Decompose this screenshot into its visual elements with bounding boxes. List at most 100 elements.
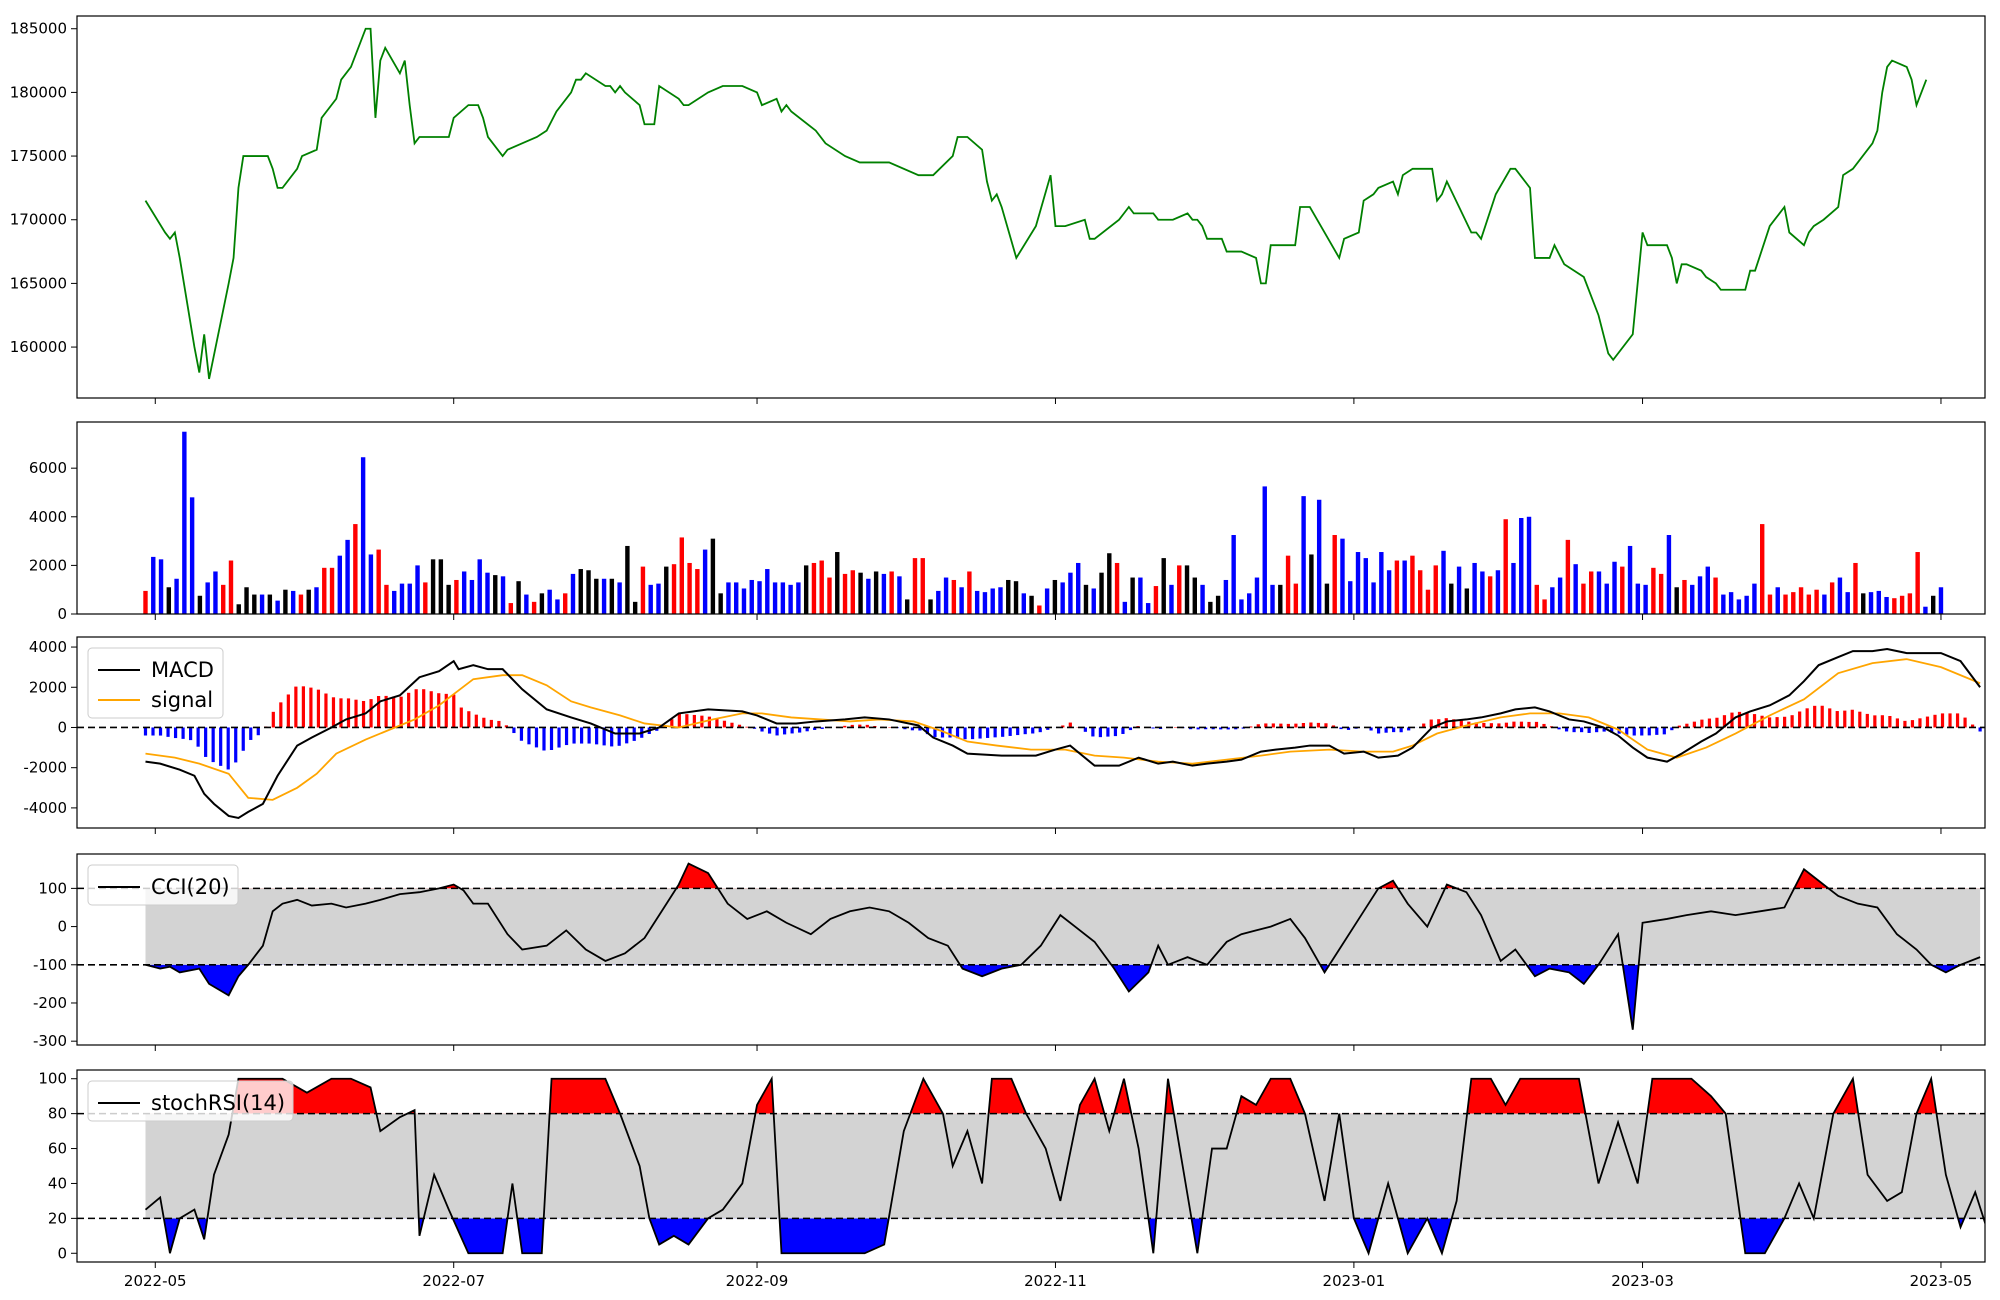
macd-histogram-bar — [1873, 715, 1877, 728]
volume-bar — [1013, 581, 1019, 614]
macd-histogram-bar — [1767, 717, 1772, 728]
cci-ytick-label: -100 — [33, 956, 67, 974]
volume-bar — [1604, 583, 1609, 614]
volume-bar — [1340, 538, 1345, 614]
macd-histogram-bar — [151, 727, 155, 736]
macd-histogram-bar — [1903, 720, 1907, 728]
macd-histogram-bar — [1662, 727, 1666, 735]
macd-histogram-bar — [309, 687, 313, 728]
volume-bar — [1884, 596, 1889, 614]
macd-histogram-bar — [1805, 708, 1809, 728]
volume-bar — [1861, 593, 1866, 614]
volume-bar — [1037, 605, 1042, 614]
volume-bar — [508, 603, 514, 614]
volume-bar — [1363, 558, 1368, 614]
macd-histogram-bar — [211, 727, 215, 763]
volume-bar — [1557, 577, 1563, 614]
macd-histogram-bar — [1061, 725, 1065, 728]
volume-bar — [1829, 582, 1835, 614]
volume-bar — [1511, 562, 1516, 614]
macd-histogram-bar — [1429, 719, 1433, 728]
volume-bar — [563, 593, 568, 614]
macd-histogram-bar — [1572, 727, 1576, 733]
cci-plot-area — [77, 862, 1985, 1030]
volume-bar — [951, 579, 957, 614]
volume-bar — [1449, 583, 1454, 614]
macd-histogram-bar — [392, 696, 396, 728]
volume-bar — [827, 577, 832, 614]
macd-histogram-bar — [1098, 727, 1102, 738]
macd-histogram-bar — [1437, 719, 1441, 728]
volume-bar — [943, 577, 949, 614]
macd-histogram-bar — [993, 727, 997, 738]
volume-bar — [189, 497, 195, 614]
macd-histogram-bar — [1121, 727, 1125, 734]
volume-bar — [1215, 595, 1221, 614]
macd-histogram-bar — [1091, 727, 1095, 737]
macd-histogram-bar — [1933, 714, 1937, 728]
macd-histogram-bar — [1775, 717, 1779, 728]
volume-bar — [1052, 579, 1058, 614]
macd-histogram-bar — [181, 727, 185, 739]
macd-histogram-bar — [1940, 713, 1945, 728]
macd-histogram-bar — [1865, 713, 1869, 728]
macd-histogram-bar — [1737, 711, 1742, 728]
macd-ytick-label: 2000 — [29, 678, 67, 696]
xtick-label: 2022-07 — [422, 1272, 485, 1290]
macd-histogram-bar — [339, 698, 343, 728]
volume-bar — [461, 571, 467, 614]
macd-histogram-bar — [271, 711, 275, 728]
macd-histogram-bar — [625, 727, 629, 744]
macd-histogram-bar — [1948, 713, 1952, 728]
volume-bar — [1690, 584, 1695, 614]
macd-histogram-bar — [376, 696, 381, 728]
macd-histogram-bar — [249, 727, 253, 740]
macd-histogram-bar — [437, 693, 441, 728]
stochrsi-ytick-label: 40 — [48, 1174, 67, 1192]
volume-bar — [1021, 593, 1026, 614]
volume-bar — [796, 582, 801, 614]
volume-bar — [1456, 566, 1462, 614]
macd-histogram-bar — [1835, 711, 1839, 728]
macd-histogram-bar — [1497, 723, 1501, 728]
volume-bar — [990, 588, 995, 614]
volume-bar — [524, 594, 529, 614]
volume-bar — [244, 587, 249, 614]
stochrsi-line — [144, 1075, 1985, 1256]
price-ytick-label: 185000 — [10, 20, 67, 38]
volume-bar — [236, 604, 241, 614]
macd-histogram-bar — [1369, 727, 1373, 731]
volume-bar — [928, 599, 933, 614]
volume-bar — [897, 576, 902, 614]
macd-histogram-bar — [1512, 721, 1516, 728]
volume-bar — [1130, 577, 1135, 614]
volume-bar — [407, 583, 412, 614]
macd-histogram-bar — [1790, 715, 1794, 728]
macd-histogram-bar — [158, 727, 163, 736]
stochrsi-ytick-label: 60 — [48, 1140, 67, 1158]
volume-bar — [1783, 594, 1788, 614]
volume-bar — [835, 552, 840, 614]
macd-histogram-bar — [324, 693, 328, 728]
macd-histogram-bar — [805, 727, 809, 732]
macd-histogram-bar — [677, 713, 681, 728]
macd-histogram-bar — [940, 727, 945, 738]
xtick-label: 2023-01 — [1323, 1272, 1386, 1290]
macd-histogram-bar — [1452, 719, 1456, 728]
volume-bar — [500, 576, 506, 614]
stochrsi-plot-area — [77, 1075, 1985, 1256]
volume-bar — [1044, 588, 1050, 614]
macd-histogram-bar — [1783, 716, 1787, 728]
macd-ytick-label: 0 — [57, 718, 67, 736]
macd-histogram-bar — [1534, 721, 1539, 728]
volume-bar — [322, 567, 327, 614]
volume-bar — [555, 599, 560, 614]
macd-histogram-bar — [970, 727, 975, 740]
legend-label: MACD — [151, 658, 214, 682]
macd-histogram-bar — [1564, 727, 1569, 732]
macd-histogram-bar — [858, 724, 862, 728]
volume-bar — [454, 579, 459, 614]
macd-histogram-bar — [189, 727, 193, 741]
volume-bar — [252, 594, 257, 614]
macd-histogram-bar — [1189, 727, 1193, 730]
